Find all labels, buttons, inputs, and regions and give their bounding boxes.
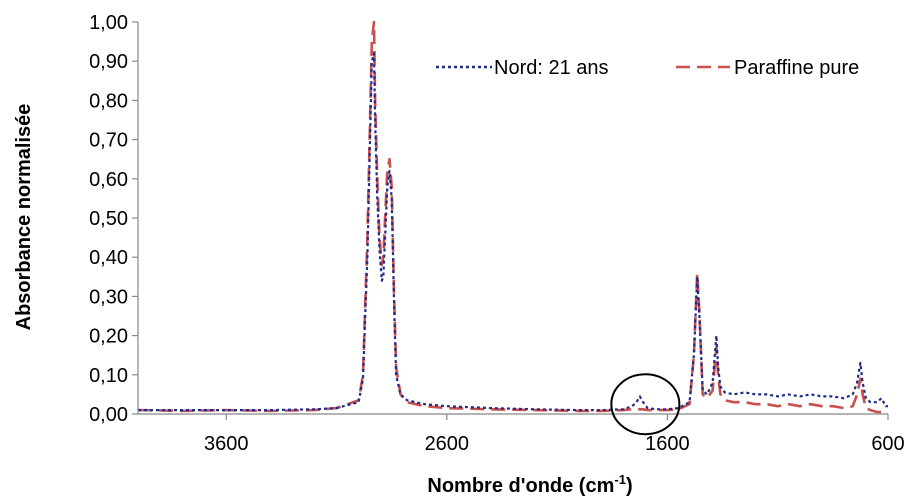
x-tick-label: 2600	[425, 433, 470, 455]
legend-label-nord: Nord: 21 ans	[494, 57, 609, 79]
y-tick-label: 0,10	[89, 365, 128, 387]
legend: Nord: 21 ans Paraffine pure	[436, 57, 859, 79]
x-tick-label: 3600	[204, 433, 249, 455]
y-tick-label: 1,00	[89, 12, 128, 34]
x-tick-label: 1600	[645, 433, 690, 455]
legend-label-paraffine: Paraffine pure	[734, 57, 859, 79]
series-layer	[137, 20, 888, 414]
y-tick-label: 0,20	[89, 326, 128, 348]
y-tick-label: 0,40	[89, 247, 128, 269]
x-axis-title-main: Nombre d'onde (cm	[427, 475, 614, 497]
y-tick-label: 0,50	[89, 208, 128, 230]
x-tick-label: 600	[871, 433, 904, 455]
y-tick-label: 0,80	[89, 90, 128, 112]
x-axis-ticks: 3600 2600 1600 600	[204, 414, 905, 455]
x-axis-title: Nombre d'onde (cm-1)	[427, 472, 632, 497]
y-axis-title: Absorbance normalisée	[13, 104, 35, 331]
annotation-circle	[610, 373, 681, 436]
series-line-paraffine	[137, 20, 888, 414]
y-tick-label: 0,90	[89, 51, 128, 73]
x-axis-title-close: )	[626, 475, 633, 497]
y-tick-label: 0,30	[89, 286, 128, 308]
y-tick-label: 0,60	[89, 169, 128, 191]
y-axis-ticks: 0,00 0,10 0,20 0,30 0,40 0,50 0,60 0,70 0,80 0,90…	[89, 12, 138, 426]
y-tick-label: 0,70	[89, 130, 128, 152]
y-tick-label: 0,00	[89, 404, 128, 426]
x-axis-title-sup: -1	[614, 472, 626, 487]
series-line-nord	[138, 52, 888, 412]
